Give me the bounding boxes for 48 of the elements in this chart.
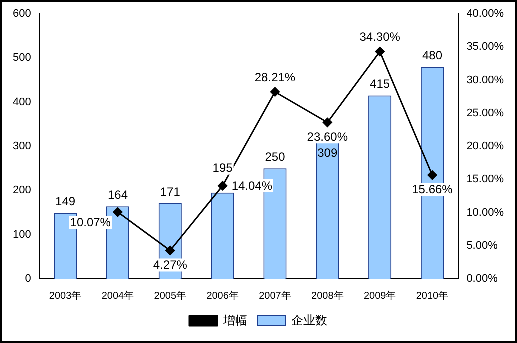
data-label: 149	[56, 194, 76, 209]
y2-tick-label: 0.00%	[466, 273, 498, 286]
data-label: 14.04%	[232, 178, 273, 193]
x-tick-label: 2004年	[102, 290, 134, 302]
data-label: 309	[318, 146, 338, 160]
data-label: 34.30%	[360, 30, 401, 44]
y2-tick-label: 15.00%	[466, 174, 504, 186]
x-tick-label: 2009年	[364, 290, 396, 302]
data-label: 15.66%	[412, 182, 454, 197]
y-tick-label: 600	[12, 8, 32, 20]
x-tick-label: 2010年	[416, 290, 449, 302]
y-tick-label: 200	[12, 184, 32, 197]
point	[166, 246, 176, 256]
data-label: 195	[212, 161, 234, 176]
y2-tick-label: 30.00%	[466, 74, 504, 86]
y-tick-label: 0	[25, 273, 32, 286]
y2-tick-label: 25.00%	[466, 107, 504, 120]
data-label: 415	[370, 77, 390, 92]
legend-label: 增幅	[222, 313, 248, 328]
point	[113, 208, 123, 218]
x-tick-label: 2003年	[49, 290, 82, 302]
y2-tick-label: 20.00%	[466, 140, 504, 153]
y-tick-label: 300	[12, 140, 32, 153]
y2-tick-label: 35.00%	[466, 41, 504, 54]
data-label: 171	[160, 184, 181, 199]
legend-label: 企业数	[292, 313, 328, 328]
data-label: 23.60%	[307, 130, 348, 144]
point	[218, 181, 228, 191]
x-tick-label: 2008年	[312, 290, 344, 302]
point	[375, 47, 385, 57]
data-label: 10.07%	[70, 216, 112, 230]
x-tick-label: 2005年	[154, 290, 187, 302]
y-tick-label: 500	[12, 52, 32, 64]
data-label: 164	[108, 188, 128, 202]
x-tick-label: 2006年	[206, 290, 239, 302]
data-label: 4.27%	[153, 258, 188, 272]
y-tick-label: 400	[12, 96, 32, 108]
point	[322, 118, 332, 128]
data-label: 250	[265, 150, 286, 164]
x-tick-label: 2007年	[259, 290, 292, 302]
y2-tick-label: 5.00%	[466, 240, 498, 252]
data-label: 480	[422, 48, 443, 62]
point	[428, 170, 438, 180]
y2-tick-label: 40.00%	[466, 8, 504, 20]
point	[270, 87, 280, 97]
y-tick-label: 100	[12, 228, 32, 241]
data-label: 28.21%	[254, 70, 296, 84]
y2-tick-label: 10.00%	[466, 206, 504, 219]
